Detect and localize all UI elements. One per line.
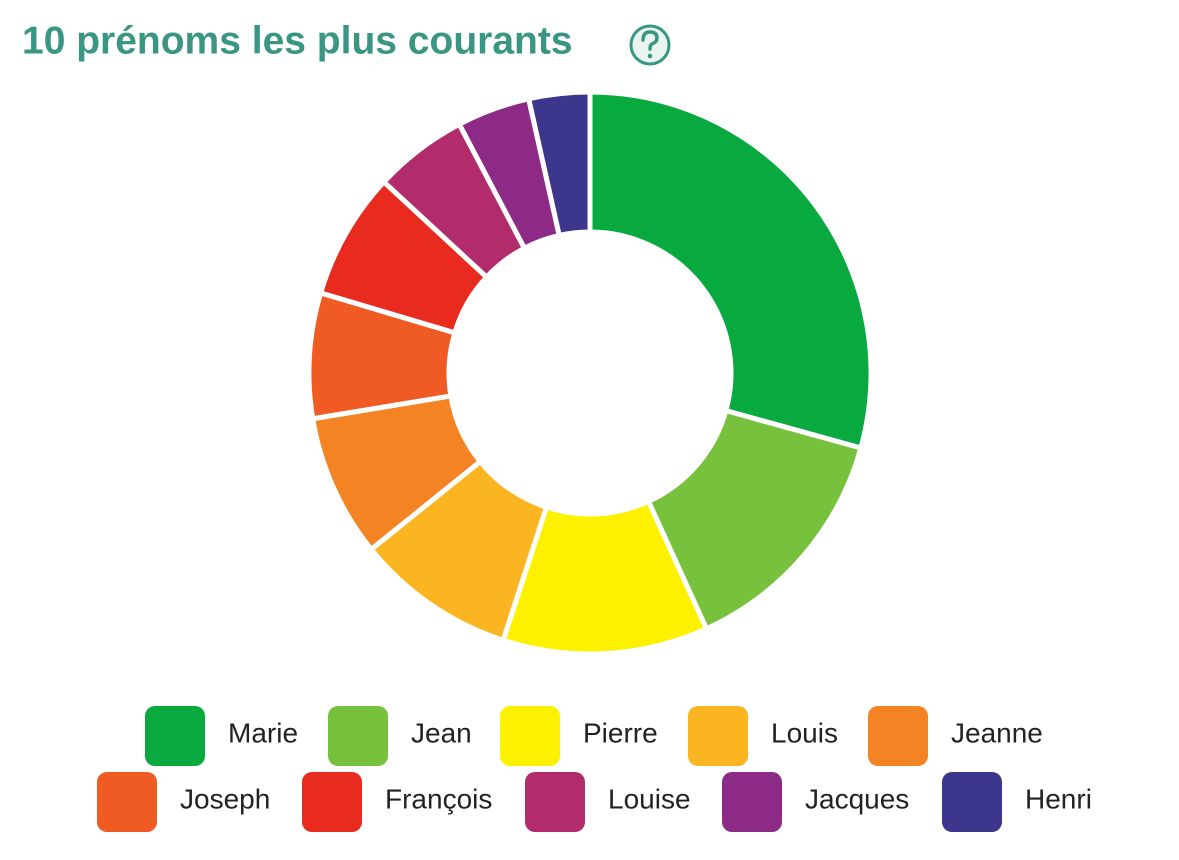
legend-swatch <box>97 772 157 832</box>
legend-label: Louise <box>608 783 691 814</box>
legend-label: Jeanne <box>951 717 1043 748</box>
chart-title: 10 prénoms les plus courants <box>22 19 573 62</box>
legend-label: François <box>385 783 492 814</box>
legend-swatch <box>868 706 928 766</box>
legend-swatch <box>722 772 782 832</box>
legend-label: Pierre <box>583 717 658 748</box>
legend-swatch <box>525 772 585 832</box>
legend-swatch <box>500 706 560 766</box>
donut-slice <box>645 407 864 633</box>
legend-label: Louis <box>771 717 838 748</box>
legend-swatch <box>942 772 1002 832</box>
help-mark[interactable] <box>641 30 659 51</box>
help-dot[interactable] <box>647 53 653 59</box>
legend-label: Marie <box>228 717 298 748</box>
legend-swatch <box>302 772 362 832</box>
legend-swatch <box>328 706 388 766</box>
legend-swatch <box>688 706 748 766</box>
legend-label: Jacques <box>805 783 909 814</box>
donut-slice <box>525 89 593 239</box>
help-icon[interactable] <box>629 24 671 66</box>
legend-swatch <box>145 706 205 766</box>
donut-slice <box>587 89 874 452</box>
legend-label: Joseph <box>180 783 270 814</box>
legend-label: Henri <box>1025 783 1092 814</box>
legend-label: Jean <box>411 717 472 748</box>
